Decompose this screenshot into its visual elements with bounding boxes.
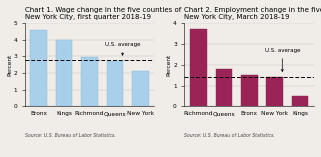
Text: U.S. average: U.S. average [105, 42, 140, 55]
Y-axis label: Percent: Percent [167, 54, 172, 76]
Bar [190, 29, 207, 106]
Bar [30, 30, 47, 106]
Bar [132, 71, 149, 106]
Bar [81, 57, 98, 106]
Bar [266, 77, 283, 106]
Bar [216, 69, 232, 106]
Bar [107, 61, 123, 106]
Text: U.S. average: U.S. average [265, 48, 300, 72]
Text: Chart 1. Wage change in the five counties of
New York City, first quarter 2018-1: Chart 1. Wage change in the five countie… [25, 7, 181, 20]
Text: Chart 2. Employment change in the five counties of
New York City, March 2018-19: Chart 2. Employment change in the five c… [185, 7, 321, 20]
Bar [56, 40, 72, 106]
Y-axis label: Percent: Percent [7, 54, 12, 76]
Text: Source: U.S. Bureau of Labor Statistics.: Source: U.S. Bureau of Labor Statistics. [185, 133, 275, 138]
Bar [241, 75, 257, 106]
Bar [292, 96, 308, 106]
Text: Source: U.S. Bureau of Labor Statistics.: Source: U.S. Bureau of Labor Statistics. [25, 133, 116, 138]
